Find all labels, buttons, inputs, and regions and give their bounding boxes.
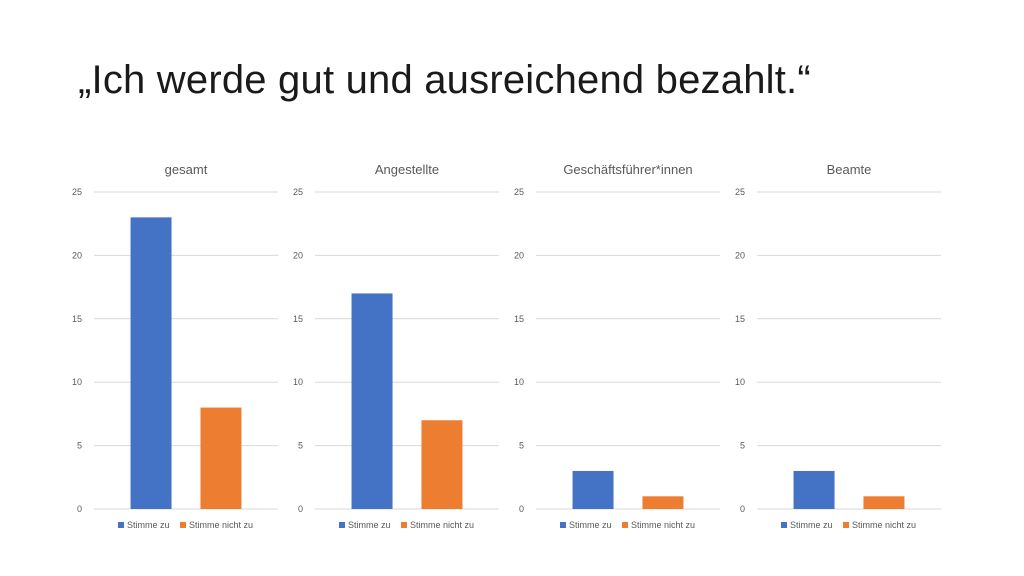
- bar-stimme-zu: [351, 293, 393, 509]
- legend-label: Stimme zu: [127, 520, 170, 530]
- y-tick-label: 0: [519, 504, 524, 514]
- y-tick-label: 20: [293, 250, 303, 260]
- y-tick-label: 15: [735, 314, 745, 324]
- legend-swatch: [560, 522, 566, 528]
- y-tick-label: 10: [514, 377, 524, 387]
- y-tick-label: 0: [740, 504, 745, 514]
- bar-stimme-zu: [572, 470, 614, 509]
- y-tick-label: 20: [72, 250, 82, 260]
- y-tick-label: 5: [77, 441, 82, 451]
- bar-stimme-zu: [793, 470, 835, 509]
- charts-area: gesamt 0 5 10 15 20 25 Stimme zu Stimme nicht zu…: [60, 150, 960, 550]
- legend-swatch: [843, 522, 849, 528]
- legend-label: Stimme nicht zu: [410, 520, 474, 530]
- legend-swatch: [622, 522, 628, 528]
- y-tick-label: 10: [735, 377, 745, 387]
- y-tick-label: 5: [298, 441, 303, 451]
- bar-stimme-nicht-zu: [642, 496, 684, 509]
- bar-stimme-nicht-zu: [863, 496, 905, 509]
- chart-2: Geschäftsführer*innen 0 5 10 15 20 25 Stimme zu…: [514, 162, 720, 530]
- legend-label: Stimme nicht zu: [631, 520, 695, 530]
- y-tick-label: 10: [293, 377, 303, 387]
- legend-swatch: [401, 522, 407, 528]
- y-tick-label: 25: [72, 187, 82, 197]
- legend-swatch: [781, 522, 787, 528]
- legend-label: Stimme zu: [569, 520, 612, 530]
- y-tick-label: 20: [735, 250, 745, 260]
- slide-title: „Ich werde gut und ausreichend bezahlt.“: [78, 58, 811, 102]
- y-tick-label: 5: [519, 441, 524, 451]
- y-tick-label: 25: [293, 187, 303, 197]
- y-tick-label: 25: [514, 187, 524, 197]
- bar-stimme-zu: [130, 217, 172, 510]
- legend-label: Stimme zu: [348, 520, 391, 530]
- bar-stimme-nicht-zu: [200, 407, 242, 509]
- y-tick-label: 20: [514, 250, 524, 260]
- chart-3: Beamte 0 5 10 15 20 25 Stimme zu Stimme nicht zu: [735, 162, 941, 530]
- legend-swatch: [118, 522, 124, 528]
- legend-swatch: [180, 522, 186, 528]
- y-tick-label: 5: [740, 441, 745, 451]
- chart-title: Angestellte: [375, 162, 439, 177]
- legend-label: Stimme nicht zu: [189, 520, 253, 530]
- chart-title: gesamt: [165, 162, 208, 177]
- bar-stimme-nicht-zu: [421, 420, 463, 509]
- legend-label: Stimme nicht zu: [852, 520, 916, 530]
- chart-1: Angestellte 0 5 10 15 20 25 Stimme zu Stimme nic…: [293, 162, 499, 530]
- y-tick-label: 0: [298, 504, 303, 514]
- y-tick-label: 15: [514, 314, 524, 324]
- y-tick-label: 10: [72, 377, 82, 387]
- chart-0: gesamt 0 5 10 15 20 25 Stimme zu Stimme nicht zu: [72, 162, 278, 530]
- chart-title: Geschäftsführer*innen: [563, 162, 692, 177]
- legend-swatch: [339, 522, 345, 528]
- chart-title: Beamte: [827, 162, 872, 177]
- legend-label: Stimme zu: [790, 520, 833, 530]
- y-tick-label: 15: [72, 314, 82, 324]
- y-tick-label: 25: [735, 187, 745, 197]
- y-tick-label: 15: [293, 314, 303, 324]
- y-tick-label: 0: [77, 504, 82, 514]
